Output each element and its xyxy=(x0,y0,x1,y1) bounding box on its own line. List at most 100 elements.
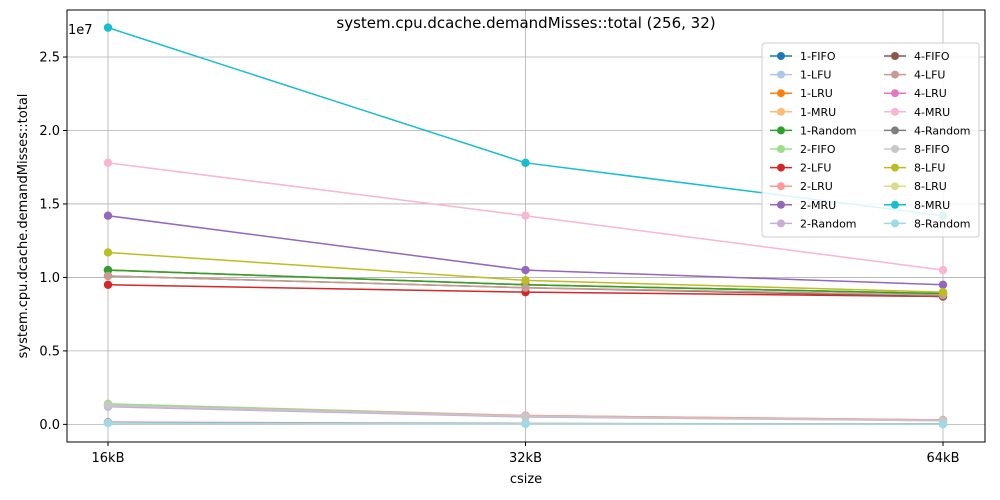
chart-title: system.cpu.dcache.demandMisses::total (2… xyxy=(336,14,715,32)
legend-item: 4-FIFO xyxy=(884,50,950,63)
legend-item: 4-LFU xyxy=(884,69,945,82)
legend-label: 1-FIFO xyxy=(800,50,836,63)
axes: 16kB 32kB 64kB 0.0 0.5 1.0 1.5 2.0 2.5 xyxy=(39,51,959,466)
data-point xyxy=(521,283,530,292)
legend-swatch-marker xyxy=(891,145,899,153)
data-point xyxy=(521,419,530,429)
legend-item: 1-MRU xyxy=(770,106,836,119)
legend-label: 8-LFU xyxy=(914,162,945,175)
legend-box xyxy=(761,42,980,238)
data-point xyxy=(103,211,113,220)
legend-swatch-marker xyxy=(777,219,785,228)
legend-label: 8-MRU xyxy=(914,199,950,212)
y-axis-scale-label: 1e7 xyxy=(68,23,93,38)
series-lines xyxy=(103,23,948,429)
legend-item: 2-MRU xyxy=(770,199,836,212)
legend-item: 8-LFU xyxy=(884,162,945,175)
y-axis-label: system.cpu.dcache.demandMisses::total xyxy=(16,94,31,359)
series-2-MRU xyxy=(103,211,948,289)
legend-label: 2-LFU xyxy=(800,162,831,175)
legend-swatch-marker xyxy=(777,126,785,135)
y-tick-label: 2.0 xyxy=(39,124,60,139)
data-point xyxy=(103,248,113,257)
legend-item: 8-FIFO xyxy=(884,143,950,156)
legend-label: 2-Random xyxy=(800,217,857,230)
data-point xyxy=(103,418,113,428)
legend-label: 4-MRU xyxy=(914,106,950,119)
legend-item: 1-FIFO xyxy=(770,50,836,63)
data-point xyxy=(938,280,948,289)
legend-label: 8-Random xyxy=(914,217,971,230)
data-point xyxy=(103,23,113,32)
legend-swatch-marker xyxy=(777,89,785,98)
data-point xyxy=(103,401,113,410)
data-point xyxy=(521,276,530,285)
legend-label: 4-LFU xyxy=(914,69,945,82)
data-point xyxy=(521,211,530,220)
legend-swatch-marker xyxy=(891,163,899,172)
legend-swatch-marker xyxy=(777,52,785,60)
legend-swatch-marker xyxy=(891,200,899,209)
data-point xyxy=(521,265,530,275)
data-point xyxy=(938,419,948,429)
x-axis-label: csize xyxy=(510,472,542,487)
data-point xyxy=(938,287,948,297)
legend-item: 1-Random xyxy=(770,124,857,137)
y-tick-label: 0.5 xyxy=(39,344,60,359)
data-point xyxy=(103,280,113,289)
legend-label: 1-Random xyxy=(800,124,857,137)
legend-swatch-marker xyxy=(777,145,785,153)
legend-label: 8-FIFO xyxy=(914,143,950,156)
legend-label: 2-MRU xyxy=(800,199,836,212)
legend-label: 4-FIFO xyxy=(914,50,950,63)
legend-item: 2-Random xyxy=(770,217,857,230)
legend-swatch-marker xyxy=(891,52,899,60)
legend-swatch-marker xyxy=(891,89,899,98)
legend-swatch-marker xyxy=(777,107,785,116)
legend-swatch-marker xyxy=(891,219,899,228)
series-8-Random xyxy=(103,418,948,429)
legend-item: 8-MRU xyxy=(884,199,950,212)
legend-swatch-marker xyxy=(777,163,785,172)
data-point xyxy=(521,412,530,421)
legend-label: 2-LRU xyxy=(800,180,833,193)
legend-swatch-marker xyxy=(777,182,785,191)
legend-item: 8-Random xyxy=(884,217,971,230)
x-tick-label: 32kB xyxy=(509,451,542,466)
legend-item: 1-LRU xyxy=(770,87,833,100)
legend-label: 8-LRU xyxy=(914,180,947,193)
data-point xyxy=(103,158,113,168)
y-tick-label: 2.5 xyxy=(39,51,60,66)
y-tick-label: 1.0 xyxy=(39,271,60,286)
y-tick-label: 1.5 xyxy=(39,197,60,212)
legend-label: 4-Random xyxy=(914,124,971,137)
x-tick-label: 16kB xyxy=(92,451,125,466)
series-8-LFU xyxy=(103,248,948,297)
legend: 1-FIFO 1-LFU 1-LRU 1-MRU 1-Random 2-FIFO 2-LFU… xyxy=(761,42,980,238)
legend-label: 1-MRU xyxy=(800,106,836,119)
legend-item: 4-Random xyxy=(884,124,971,137)
data-point xyxy=(103,271,113,281)
legend-label: 1-LRU xyxy=(800,87,833,100)
legend-item: 8-LRU xyxy=(884,180,947,193)
data-point xyxy=(103,265,113,275)
legend-label: 2-FIFO xyxy=(800,143,836,156)
legend-swatch-marker xyxy=(891,70,899,79)
data-point xyxy=(521,158,530,168)
y-tick-label: 0.0 xyxy=(39,418,60,433)
legend-label: 1-LFU xyxy=(800,69,831,82)
legend-label: 4-LRU xyxy=(914,87,947,100)
legend-swatch-marker xyxy=(891,182,899,191)
legend-swatch-marker xyxy=(891,126,899,135)
legend-item: 4-MRU xyxy=(884,106,950,119)
x-tick-label: 64kB xyxy=(927,451,960,466)
legend-item: 2-FIFO xyxy=(770,143,836,156)
series-4-MRU xyxy=(103,158,948,275)
legend-item: 4-LRU xyxy=(884,87,947,100)
legend-swatch-marker xyxy=(891,107,899,116)
data-point xyxy=(938,265,948,275)
legend-item: 2-LRU xyxy=(770,180,833,193)
legend-item: 2-LFU xyxy=(770,162,831,175)
legend-item: 1-LFU xyxy=(770,69,831,82)
